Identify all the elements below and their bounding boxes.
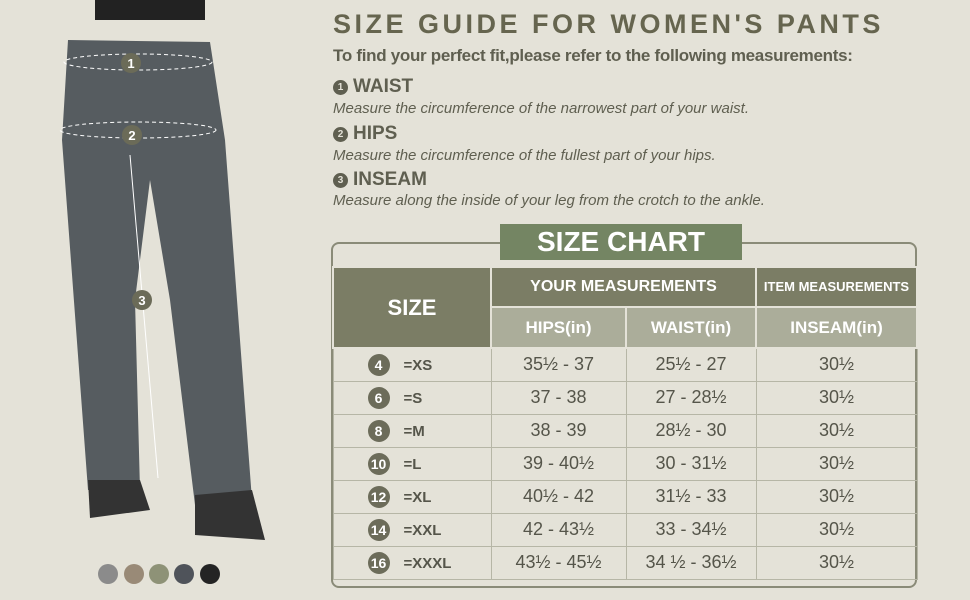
inseam-cell: 30½ bbox=[755, 446, 918, 481]
size-label: =XXL bbox=[403, 521, 442, 539]
size-number-badge: 4 bbox=[367, 353, 390, 376]
size-cell: 16 =XXXL bbox=[332, 545, 492, 580]
size-label: =L bbox=[403, 455, 422, 473]
marker-label: 3 bbox=[138, 293, 145, 308]
marker-label: 1 bbox=[127, 56, 134, 71]
section-inseam: 3 INSEAM bbox=[333, 169, 427, 191]
inseam-header: INSEAM(in) bbox=[755, 306, 918, 349]
size-number-badge: 16 bbox=[367, 551, 390, 574]
waist-cell: 28½ - 30 bbox=[625, 413, 757, 448]
section-label: WAIST bbox=[353, 76, 414, 97]
hips-cell: 40½ - 42 bbox=[490, 479, 627, 514]
size-number-badge: 6 bbox=[367, 386, 390, 409]
item-measurements-header: ITEM MEASUREMENTS bbox=[755, 266, 918, 308]
inseam-cell: 30½ bbox=[755, 380, 918, 415]
waist-cell: 27 - 28½ bbox=[625, 380, 757, 415]
size-number-badge: 8 bbox=[367, 419, 390, 442]
size-cell: 8 =M bbox=[332, 413, 492, 448]
size-cell: 14 =XXL bbox=[332, 512, 492, 547]
section-hips: 2 HIPS bbox=[333, 123, 397, 145]
hips-cell: 42 - 43½ bbox=[490, 512, 627, 547]
table-row: 8 =M 38 - 39 28½ - 30 30½ bbox=[332, 413, 918, 448]
size-cell: 4 =XS bbox=[332, 347, 492, 382]
color-swatch[interactable] bbox=[174, 564, 194, 584]
size-chart-title: SIZE CHART bbox=[500, 224, 742, 260]
hips-cell: 39 - 40½ bbox=[490, 446, 627, 481]
table-row: 10 =L 39 - 40½ 30 - 31½ 30½ bbox=[332, 446, 918, 481]
number-badge: 1 bbox=[333, 80, 348, 95]
section-waist: 1 WAIST bbox=[333, 76, 413, 98]
size-cell: 12 =XL bbox=[332, 479, 492, 514]
size-number-badge: 14 bbox=[367, 518, 390, 541]
size-label: =XXXL bbox=[403, 554, 452, 572]
size-cell: 10 =L bbox=[332, 446, 492, 481]
size-cell: 6 =S bbox=[332, 380, 492, 415]
size-number-badge: 10 bbox=[367, 452, 390, 475]
table-row: 12 =XL 40½ - 42 31½ - 33 30½ bbox=[332, 479, 918, 514]
your-measurements-header: YOUR MEASUREMENTS bbox=[490, 266, 757, 308]
size-header: SIZE bbox=[332, 266, 492, 349]
waist-cell: 34 ½ - 36½ bbox=[625, 545, 757, 580]
section-label: HIPS bbox=[353, 123, 398, 144]
marker-1: 1 bbox=[121, 53, 141, 73]
section-desc: Measure along the inside of your leg fro… bbox=[333, 192, 765, 209]
marker-label: 2 bbox=[128, 128, 135, 143]
table-row: 4 =XS 35½ - 37 25½ - 27 30½ bbox=[332, 347, 918, 382]
size-label: =S bbox=[403, 389, 423, 407]
section-desc: Measure the circumference of the narrowe… bbox=[333, 100, 750, 117]
inseam-cell: 30½ bbox=[755, 479, 918, 514]
size-label: =M bbox=[403, 422, 425, 440]
section-desc: Measure the circumference of the fullest… bbox=[333, 147, 716, 164]
size-number-badge: 12 bbox=[367, 485, 390, 508]
product-photo-pants: 1 2 3 bbox=[59, 0, 265, 540]
waist-cell: 30 - 31½ bbox=[625, 446, 757, 481]
hips-cell: 35½ - 37 bbox=[490, 347, 627, 382]
color-swatch[interactable] bbox=[124, 564, 144, 584]
waist-cell: 31½ - 33 bbox=[625, 479, 757, 514]
table-row: 14 =XXL 42 - 43½ 33 - 34½ 30½ bbox=[332, 512, 918, 547]
number-badge: 2 bbox=[333, 127, 348, 142]
table-row: 6 =S 37 - 38 27 - 28½ 30½ bbox=[332, 380, 918, 415]
size-label: =XL bbox=[403, 488, 432, 506]
hips-cell: 43½ - 45½ bbox=[490, 545, 627, 580]
size-chart-table: SIZE YOUR MEASUREMENTS ITEM MEASUREMENTS… bbox=[332, 266, 918, 580]
section-label: INSEAM bbox=[353, 169, 427, 190]
hips-cell: 37 - 38 bbox=[490, 380, 627, 415]
waist-cell: 25½ - 27 bbox=[625, 347, 757, 382]
inseam-cell: 30½ bbox=[755, 347, 918, 382]
hips-cell: 38 - 39 bbox=[490, 413, 627, 448]
waist-header: WAIST(in) bbox=[625, 306, 757, 349]
inseam-cell: 30½ bbox=[755, 413, 918, 448]
inseam-cell: 30½ bbox=[755, 512, 918, 547]
page-title: SIZE GUIDE FOR WOMEN'S PANTS bbox=[333, 9, 884, 39]
marker-3: 3 bbox=[132, 290, 152, 310]
intro-text: To find your perfect fit,please refer to… bbox=[333, 46, 853, 65]
marker-2: 2 bbox=[122, 125, 142, 145]
inseam-cell: 30½ bbox=[755, 545, 918, 580]
hips-header: HIPS(in) bbox=[490, 306, 627, 349]
number-badge: 3 bbox=[333, 173, 348, 188]
color-swatch[interactable] bbox=[200, 564, 220, 584]
color-swatch[interactable] bbox=[149, 564, 169, 584]
color-swatch[interactable] bbox=[98, 564, 118, 584]
waist-cell: 33 - 34½ bbox=[625, 512, 757, 547]
size-label: =XS bbox=[403, 356, 433, 374]
table-row: 16 =XXXL 43½ - 45½ 34 ½ - 36½ 30½ bbox=[332, 545, 918, 580]
